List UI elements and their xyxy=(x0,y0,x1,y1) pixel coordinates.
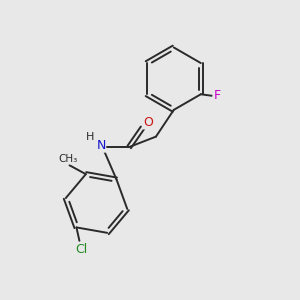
Text: F: F xyxy=(213,89,220,102)
Text: O: O xyxy=(143,116,153,129)
Text: H: H xyxy=(86,132,94,142)
Text: Cl: Cl xyxy=(75,243,87,256)
Text: N: N xyxy=(96,139,106,152)
Text: CH₃: CH₃ xyxy=(58,154,78,164)
